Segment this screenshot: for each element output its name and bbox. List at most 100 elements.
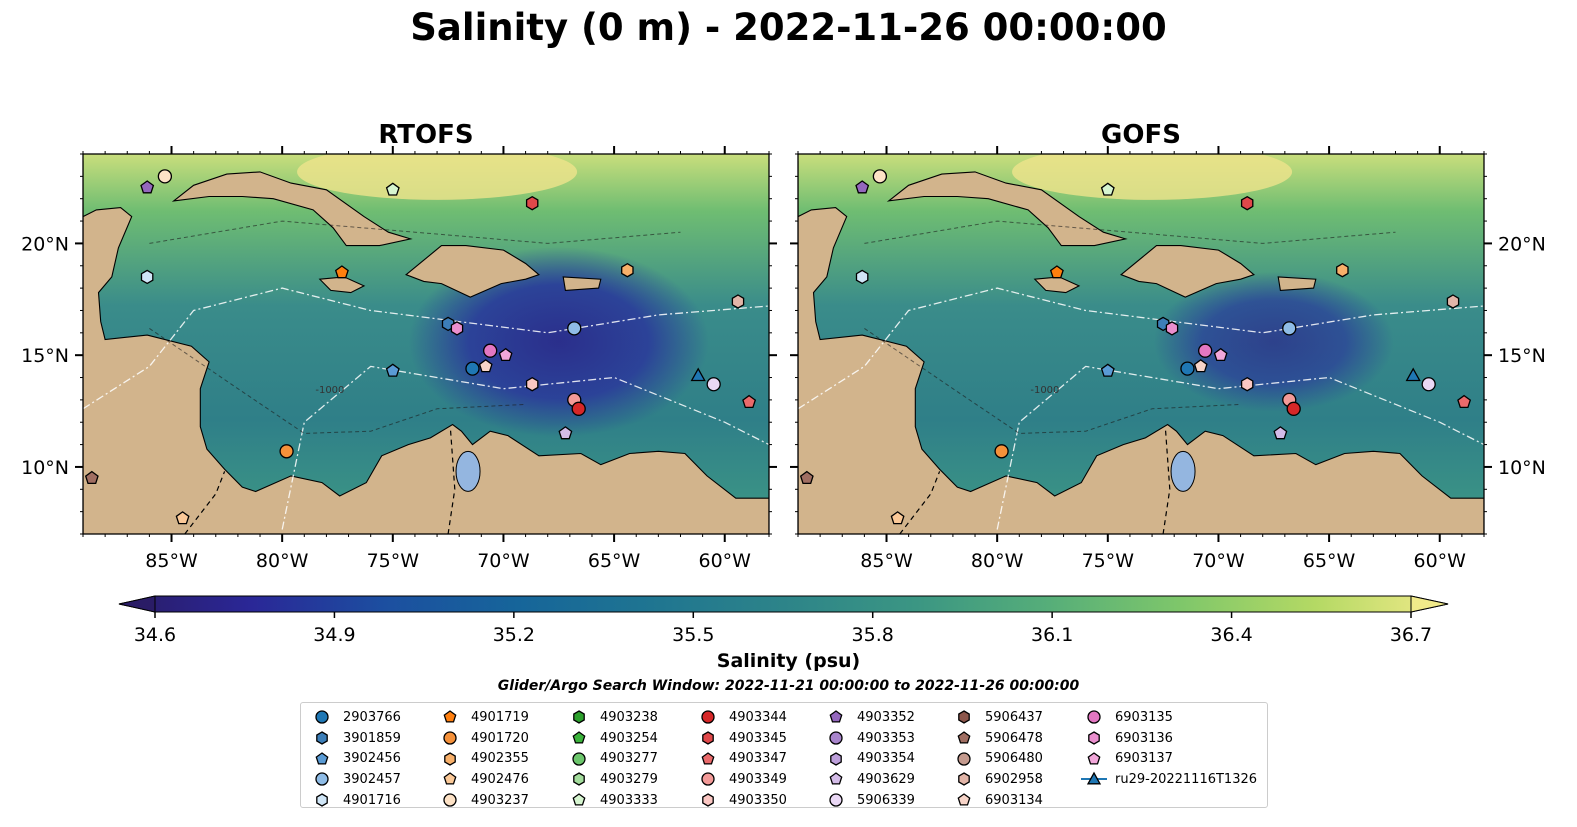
float-marker-4903629 — [1273, 426, 1288, 440]
legend-pentagon-icon — [957, 731, 971, 744]
legend-label: 6903134 — [985, 792, 1043, 808]
legend-column: 4903344 4903345 4903347 4903349 4903350 — [695, 707, 787, 810]
low-salinity-region — [408, 246, 709, 437]
contour-label: -1000 — [315, 385, 344, 396]
legend-marker-icon — [315, 710, 329, 724]
lake-maracaibo — [1170, 450, 1196, 492]
legend-item: 4903350 — [695, 790, 787, 811]
float-marker-6903136 — [450, 321, 464, 336]
float-marker-5906339 — [1421, 377, 1436, 392]
legend-hexagon-icon — [316, 793, 328, 807]
legend-pentagon-icon — [829, 772, 843, 785]
legend-label: 5906437 — [985, 709, 1043, 725]
legend-marker-icon — [957, 793, 971, 806]
eez-boundary — [83, 287, 769, 410]
float-marker-4901720 — [279, 444, 294, 459]
legend-marker-icon — [958, 772, 970, 787]
legend-marker-icon — [572, 752, 586, 766]
colorbar-tick-label: 36.7 — [1390, 624, 1432, 646]
y-tick-label: 15°N — [1498, 345, 1546, 367]
legend-marker-icon — [443, 793, 457, 807]
float-marker-5906478 — [84, 470, 99, 485]
land-mass — [83, 160, 769, 534]
x-tick-label: 65°W — [1303, 550, 1356, 572]
legend-label: 4903347 — [729, 751, 787, 767]
float-marker-4903347 — [742, 394, 757, 409]
legend-label: 4903352 — [857, 709, 915, 725]
x-tick-label: 70°W — [477, 550, 530, 572]
legend-marker-icon — [957, 752, 971, 766]
legend-label: 4903353 — [857, 730, 915, 746]
legend-item: 4903347 — [695, 748, 787, 769]
figure-title: Salinity (0 m) - 2022-11-26 00:00:00 — [410, 6, 1167, 49]
low-salinity-region — [1153, 271, 1394, 412]
legend-label: 4901720 — [471, 730, 529, 746]
map-frame — [82, 153, 770, 535]
colorbar-tick-label: 35.5 — [672, 624, 714, 646]
land-mass — [405, 245, 541, 298]
y-tick-label: 10°N — [1498, 457, 1546, 479]
float-marker-5906478 — [799, 470, 814, 485]
legend-pentagon-icon — [829, 710, 843, 723]
float-marker-4903350 — [1240, 376, 1254, 392]
legend-column: 4903352 4903353 4903354 4903629 5906339 — [823, 707, 915, 810]
float-marker-5906339 — [706, 377, 721, 392]
float-marker-6903136 — [1165, 321, 1179, 336]
float-marker-4902355 — [621, 262, 634, 278]
float-marker-2903766 — [465, 361, 480, 376]
legend-circle-icon — [829, 793, 843, 807]
legend-marker-icon — [702, 731, 714, 745]
legend-item: 4903345 — [695, 728, 787, 749]
float-marker-4903333 — [385, 182, 400, 196]
float-marker-3902456 — [1100, 363, 1115, 377]
y-tick-label: 15°N — [21, 345, 69, 367]
float-marker-6902958 — [731, 294, 745, 309]
legend-circle-icon — [1087, 710, 1101, 724]
legend-label: 4903238 — [600, 709, 658, 725]
legend-label: 3902457 — [343, 771, 401, 787]
legend: 2903766 3901859 3902456 3902457 4901716 49017… — [300, 702, 1268, 808]
x-tick-label: 85°W — [145, 550, 198, 572]
bathymetry-contour — [149, 327, 526, 434]
legend-item: 3902457 — [309, 769, 401, 790]
legend-hexagon-icon — [958, 772, 970, 787]
country-border — [1162, 426, 1171, 534]
legend-item: 6903136 — [1081, 728, 1257, 749]
search-window-caption: Glider/Argo Search Window: 2022-11-21 00… — [497, 678, 1080, 694]
legend-item: 4903279 — [566, 769, 658, 790]
land-mass — [798, 160, 1484, 534]
float-marker-4903333 — [1100, 182, 1115, 196]
legend-marker-icon — [830, 751, 842, 766]
float-marker-4902355 — [1336, 262, 1349, 278]
float-marker-4903345 — [525, 195, 539, 211]
legend-marker-icon — [573, 710, 585, 725]
x-tick-label: 80°W — [256, 550, 309, 572]
legend-item: 2903766 — [309, 707, 401, 728]
legend-item: 4902476 — [437, 769, 529, 790]
x-tick-label: 75°W — [367, 550, 420, 572]
legend-column: 2903766 3901859 3902456 3902457 4901716 — [309, 707, 401, 810]
legend-marker-icon — [443, 731, 457, 745]
legend-item: 4903254 — [566, 728, 658, 749]
float-marker-4901716 — [855, 269, 869, 285]
map-panel-rtofs: -1000 85°W 80°W 75°W 70°W 65°W 60°W 10°N 15°N 20°… — [21, 146, 777, 572]
legend-circle-icon — [572, 752, 586, 766]
legend-label: 4902476 — [471, 771, 529, 787]
float-marker-4901719 — [334, 265, 349, 279]
legend-marker-icon — [829, 793, 843, 807]
legend-circle-icon — [829, 731, 843, 745]
legend-item: 5906480 — [951, 748, 1043, 769]
legend-marker-icon — [1087, 751, 1101, 765]
legend-label: 4903333 — [600, 792, 658, 808]
legend-marker-icon — [701, 772, 715, 787]
legend-label: 6903135 — [1115, 709, 1173, 725]
bathymetry-contour — [149, 220, 681, 244]
legend-marker-icon — [573, 772, 585, 787]
legend-marker-icon — [572, 793, 586, 806]
legend-pentagon-icon — [443, 710, 457, 723]
legend-circle-icon — [315, 710, 329, 724]
legend-marker-icon — [702, 793, 714, 807]
legend-marker-icon — [443, 710, 457, 723]
float-marker-2903766 — [1180, 361, 1195, 376]
